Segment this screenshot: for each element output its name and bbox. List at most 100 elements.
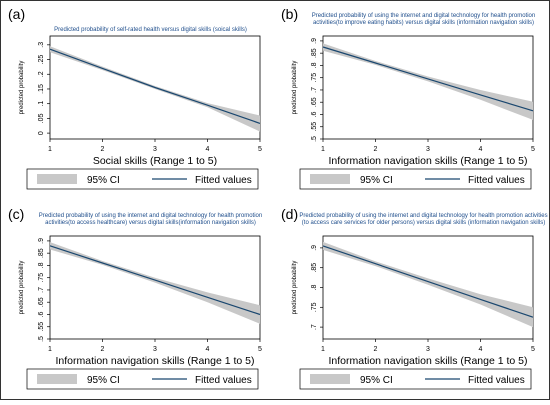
legend-ci-swatch xyxy=(37,374,77,384)
panel-title: Predicted probability of using the inter… xyxy=(312,13,535,19)
panel-label: (d) xyxy=(281,206,298,222)
y-tick-label: .6 xyxy=(38,311,45,317)
legend: 95% CI Fitted values xyxy=(26,368,259,390)
x-tick-label: 5 xyxy=(258,346,262,353)
y-tick-label: .55 xyxy=(311,122,318,132)
x-tick-label: 4 xyxy=(479,146,483,153)
y-tick-label: .8 xyxy=(311,62,318,68)
legend-ci-label: 95% CI xyxy=(360,175,393,186)
plot-area xyxy=(322,35,534,140)
panel-2: (b) Predicted probability of using the in… xyxy=(281,6,535,190)
y-tick-label: .8 xyxy=(38,262,45,268)
x-tick-label: 1 xyxy=(321,146,325,153)
plot-area xyxy=(49,235,261,340)
panel-title: Predicted probability of using the inter… xyxy=(299,213,547,219)
x-tick-label: 4 xyxy=(206,346,210,353)
y-tick-label: .85 xyxy=(311,48,318,58)
y-tick-label: .2 xyxy=(38,71,45,77)
y-tick-label: .9 xyxy=(38,238,45,244)
y-tick-label: .05 xyxy=(38,113,45,123)
y-tick-label: .6 xyxy=(311,111,318,117)
y-tick-label: .55 xyxy=(38,322,45,332)
x-tick-label: 3 xyxy=(153,146,157,153)
x-axis-label: Information navigation skills (Range 1 t… xyxy=(328,155,527,167)
x-tick-label: 2 xyxy=(101,346,105,353)
panel-4: (d) Predicted probability of using the in… xyxy=(281,206,548,390)
x-tick-label: 4 xyxy=(479,346,483,353)
x-tick-label: 4 xyxy=(206,146,210,153)
x-tick-label: 2 xyxy=(374,346,378,353)
panel-3: (c) Predicted probability of using the in… xyxy=(8,206,262,390)
legend-box xyxy=(299,168,532,190)
x-axis-label: Information navigation skills (Range 1 t… xyxy=(328,355,527,367)
x-tick-label: 3 xyxy=(426,146,430,153)
legend-fitted-label: Fitted values xyxy=(468,375,525,386)
x-axis-label: Social skills (Range 1 to 5) xyxy=(93,155,217,167)
x-tick-label: 3 xyxy=(426,346,430,353)
x-tick-label: 2 xyxy=(101,146,105,153)
panel-title: activities(to improve eating habits) ver… xyxy=(313,20,534,26)
y-tick-label: .1 xyxy=(38,101,45,107)
y-tick-label: .65 xyxy=(311,97,318,107)
legend-fitted-label: Fitted values xyxy=(468,175,525,186)
y-tick-label: .7 xyxy=(38,287,45,293)
y-tick-label: .85 xyxy=(38,248,45,258)
y-tick-label: .75 xyxy=(311,302,318,312)
legend-ci-label: 95% CI xyxy=(87,375,120,386)
panel-label: (c) xyxy=(8,206,24,222)
panel-label: (a) xyxy=(8,6,25,22)
x-tick-label: 5 xyxy=(531,346,535,353)
y-tick-label: .25 xyxy=(38,55,45,65)
x-tick-label: 5 xyxy=(258,146,262,153)
legend-box xyxy=(26,168,259,190)
y-tick-label: .75 xyxy=(38,273,45,283)
y-axis-label: predicted probability xyxy=(19,61,25,115)
x-tick-label: 5 xyxy=(531,146,535,153)
fitted-line xyxy=(322,46,534,112)
y-tick-label: .9 xyxy=(311,245,318,251)
panel-label: (b) xyxy=(281,6,298,22)
y-axis-label: predicted probability xyxy=(292,61,298,115)
y-tick-label: .9 xyxy=(311,38,318,44)
legend-box xyxy=(26,368,259,390)
y-tick-label: .8 xyxy=(311,284,318,290)
x-tick-label: 3 xyxy=(153,346,157,353)
panel-title: activities(to access healthcare) versus … xyxy=(45,220,256,226)
y-tick-label: .85 xyxy=(311,263,318,273)
y-axis-label: predicted probability xyxy=(19,261,25,315)
legend-ci-label: 95% CI xyxy=(87,175,120,186)
legend: 95% CI Fitted values xyxy=(26,168,259,190)
x-tick-label: 1 xyxy=(48,346,52,353)
fitted-line xyxy=(322,245,534,318)
fitted-line xyxy=(49,48,261,124)
legend-ci-swatch xyxy=(310,174,350,184)
panel-title: (to access care services for older perso… xyxy=(302,220,545,226)
legend-fitted-label: Fitted values xyxy=(195,175,252,186)
legend-box xyxy=(299,368,532,390)
x-tick-label: 2 xyxy=(374,146,378,153)
y-tick-label: .75 xyxy=(311,73,318,83)
plot-area xyxy=(322,235,534,340)
y-tick-label: .15 xyxy=(38,84,45,94)
legend: 95% CI Fitted values xyxy=(299,368,532,390)
legend-ci-label: 95% CI xyxy=(360,375,393,386)
y-tick-label: .3 xyxy=(38,42,45,48)
panel-title: Predicted probability of using the inter… xyxy=(39,213,262,219)
legend-fitted-label: Fitted values xyxy=(195,375,252,386)
fitted-line xyxy=(49,245,261,316)
y-tick-label: .65 xyxy=(38,297,45,307)
legend-ci-swatch xyxy=(310,374,350,384)
y-tick-label: .5 xyxy=(38,336,45,342)
panel-1: (a) Predicted probability of self-rated h… xyxy=(8,6,262,190)
x-tick-label: 1 xyxy=(48,146,52,153)
y-tick-label: .7 xyxy=(311,324,318,330)
legend: 95% CI Fitted values xyxy=(299,168,532,190)
y-tick-label: .5 xyxy=(311,136,318,142)
y-tick-label: 0 xyxy=(38,131,45,135)
ci-band xyxy=(50,46,260,132)
x-axis-label: Information navigation skills (Range 1 t… xyxy=(55,355,254,367)
panel-title: Predicted probability of self-rated heal… xyxy=(54,27,247,33)
legend-ci-swatch xyxy=(37,174,77,184)
